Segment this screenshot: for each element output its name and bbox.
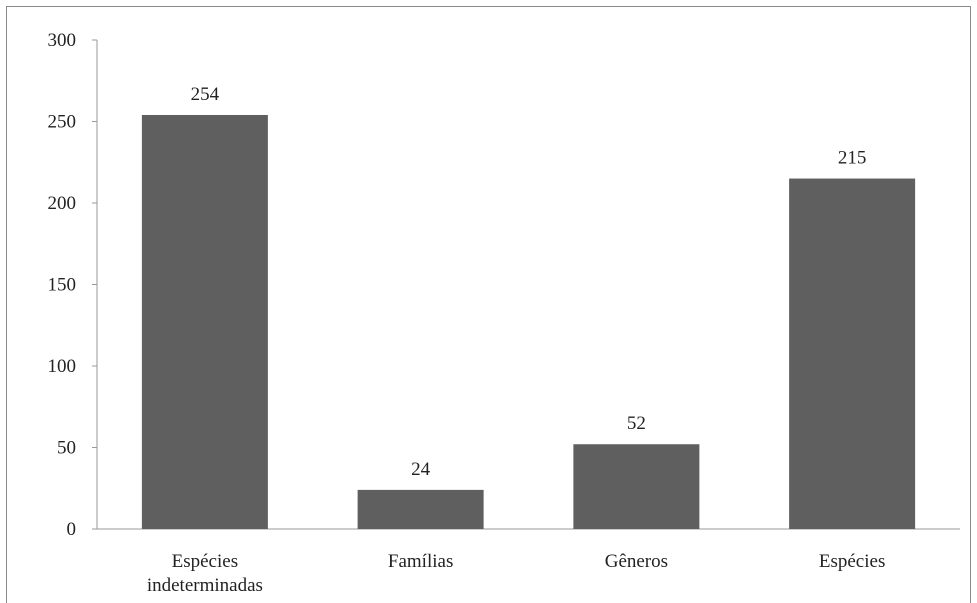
x-category-label-line: Espécies xyxy=(819,551,885,572)
x-category-label: Famílias xyxy=(388,551,453,572)
bar-value-label: 52 xyxy=(627,413,646,434)
y-tick-label: 150 xyxy=(48,275,77,296)
x-category-label: Espécies indeterminadas xyxy=(147,551,263,596)
bar xyxy=(789,178,916,530)
bar xyxy=(357,489,484,529)
category-labels: Espécies indeterminadas Famílias Gêneros Esp… xyxy=(147,551,886,596)
y-tick-label: 50 xyxy=(57,438,76,459)
bar-value-label: 24 xyxy=(411,459,431,480)
bar-value-label: 215 xyxy=(838,148,867,169)
y-tick-label: 300 xyxy=(48,30,77,51)
y-axis-ticks: 0 50 100 150 200 250 300 xyxy=(48,30,97,540)
x-category-label-line: indeterminadas xyxy=(147,575,263,596)
x-category-label-line: Famílias xyxy=(388,551,453,572)
bars xyxy=(141,114,916,530)
y-tick-label: 200 xyxy=(48,193,77,214)
x-category-label: Gêneros xyxy=(605,551,668,572)
bar-value-label: 254 xyxy=(191,84,220,105)
bar xyxy=(573,444,700,529)
y-tick-label: 100 xyxy=(48,356,77,377)
data-labels: 254 24 52 215 xyxy=(191,84,867,480)
y-tick-label: 250 xyxy=(48,112,77,133)
x-category-label: Espécies xyxy=(819,551,885,572)
y-tick-label: 0 xyxy=(67,519,77,540)
bar xyxy=(141,114,268,529)
x-category-label-line: Gêneros xyxy=(605,551,668,572)
x-category-label-line: Espécies xyxy=(172,551,238,572)
